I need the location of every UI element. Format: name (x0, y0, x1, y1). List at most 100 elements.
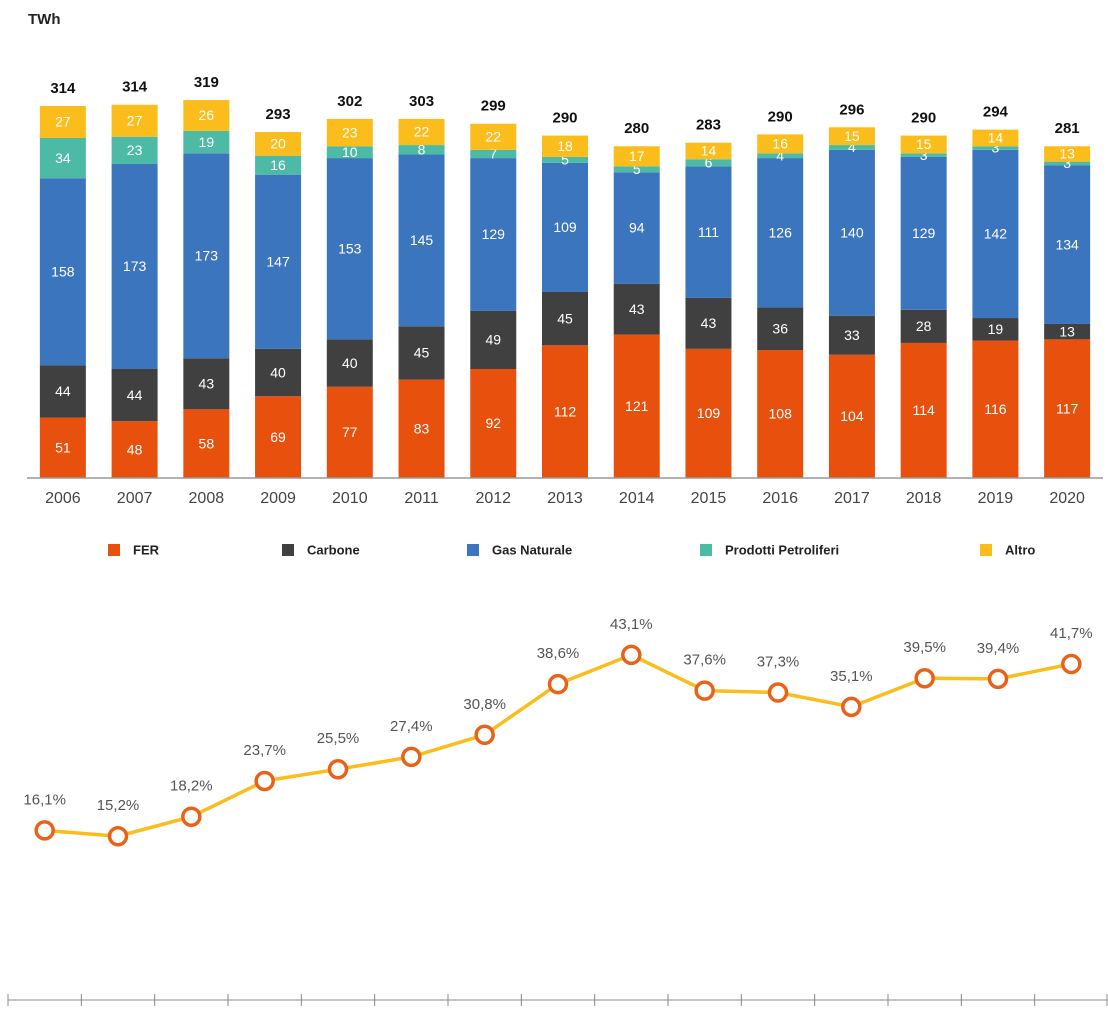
segment-label: 16 (270, 157, 286, 173)
total-label: 314 (122, 79, 148, 96)
segment-label: 126 (769, 224, 793, 240)
legend-swatch (282, 544, 294, 556)
segment-label: 109 (697, 405, 721, 421)
segment-label: 173 (123, 258, 147, 274)
legend-label: Prodotti Petroliferi (725, 542, 839, 557)
bar-segment (470, 310, 517, 369)
bar-segment (542, 135, 588, 157)
total-label: 290 (768, 108, 793, 125)
bar-segment (326, 339, 373, 387)
line-marker (987, 668, 1009, 690)
bar-segment (757, 134, 804, 154)
total-label: 283 (696, 117, 721, 134)
value-label: 15,2% (97, 797, 140, 814)
segment-label: 140 (840, 224, 864, 240)
bar-segment (685, 166, 732, 298)
bar-segment (183, 153, 230, 359)
segment-label: 13 (1059, 323, 1075, 339)
bar-segment (542, 162, 588, 292)
value-label: 43,1% (610, 616, 653, 633)
value-label: 39,4% (977, 640, 1020, 657)
segment-label: 13 (1059, 146, 1075, 162)
bar-segment (39, 178, 86, 366)
x-tick-label: 2020 (1049, 490, 1085, 507)
bar-segment (111, 368, 158, 422)
segment-label: 15 (916, 136, 932, 152)
x-tick-label: 2016 (762, 490, 798, 507)
bar-segment (326, 158, 373, 340)
x-tick-label: 2017 (834, 490, 870, 507)
bar-segment (613, 334, 660, 478)
x-tick-label: 2007 (117, 490, 153, 507)
total-label: 302 (337, 93, 362, 110)
segment-label: 153 (338, 240, 362, 256)
segment-label: 114 (913, 402, 936, 418)
value-label: 27,4% (390, 718, 433, 735)
segment-label: 51 (55, 439, 71, 455)
segment-label: 44 (55, 383, 71, 399)
x-tick-label: 2018 (906, 490, 942, 507)
bar-segment (255, 174, 302, 349)
bar-segment (255, 396, 302, 478)
value-label: 39,5% (903, 639, 946, 656)
x-tick-label: 2019 (978, 490, 1014, 507)
segment-label: 33 (844, 327, 860, 343)
segment-label: 5 (561, 152, 569, 168)
bar-segment (613, 166, 660, 173)
segment-label: 16 (772, 136, 788, 152)
total-label: 293 (266, 106, 291, 123)
bar-segment (972, 149, 1019, 319)
legend-swatch (467, 544, 479, 556)
bar-segment (900, 135, 947, 154)
bar-segment (111, 164, 158, 369)
bar-segment (183, 130, 230, 154)
segment-label: 20 (270, 136, 286, 152)
segment-label: 5 (633, 161, 641, 177)
y-axis-label: TWh (28, 11, 60, 28)
segment-label: 4 (776, 147, 784, 163)
segment-label: 40 (270, 364, 286, 380)
segment-label: 117 (1056, 400, 1079, 416)
segment-label: 19 (988, 321, 1004, 337)
legend-label: Gas Naturale (492, 542, 572, 557)
bar-segment (900, 309, 947, 343)
segment-label: 104 (840, 408, 864, 424)
bar-segment (613, 283, 660, 335)
bar-segment (972, 129, 1019, 147)
segment-label: 121 (625, 398, 649, 414)
total-label: 319 (194, 74, 219, 91)
x-tick-label: 2009 (260, 490, 296, 507)
bar-segment (398, 118, 445, 146)
bar-segment (757, 307, 804, 351)
value-label: 37,3% (757, 654, 800, 671)
line-marker (914, 668, 935, 689)
bar-segment (900, 342, 947, 478)
bar-segment (470, 158, 517, 311)
total-label: 296 (839, 101, 864, 118)
segment-label: 3 (992, 140, 1000, 156)
legend-swatch (108, 544, 120, 556)
segment-label: 69 (270, 429, 286, 445)
bar-segment (470, 368, 517, 478)
segment-label: 3 (1063, 155, 1071, 171)
bar-segment (39, 365, 86, 418)
bar-segment (900, 156, 947, 310)
bar-segment (828, 127, 875, 146)
segment-label: 28 (916, 318, 932, 334)
bar-segment (398, 379, 445, 478)
segment-label: 77 (342, 424, 358, 440)
bar-segment (685, 297, 732, 349)
segment-label: 22 (485, 128, 501, 144)
bar-segment (685, 159, 732, 167)
segment-label: 45 (414, 345, 430, 361)
total-label: 294 (983, 104, 1009, 121)
bar-segment (183, 409, 230, 478)
line-marker (254, 770, 275, 792)
legend-swatch (700, 544, 712, 556)
segment-label: 4 (848, 139, 856, 155)
value-label: 25,5% (317, 730, 360, 747)
segment-label: 43 (199, 376, 215, 392)
bar-segment (255, 155, 302, 175)
segment-label: 26 (199, 107, 215, 123)
